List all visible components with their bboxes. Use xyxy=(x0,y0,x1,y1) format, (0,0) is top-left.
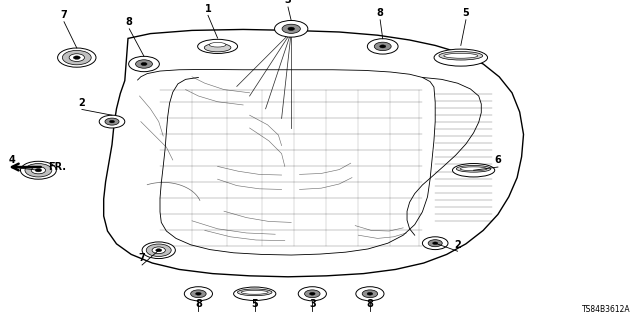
Ellipse shape xyxy=(444,53,478,58)
Circle shape xyxy=(275,20,308,37)
Ellipse shape xyxy=(209,43,226,47)
Circle shape xyxy=(156,249,162,252)
Circle shape xyxy=(58,48,96,67)
Circle shape xyxy=(422,237,448,250)
Text: 3: 3 xyxy=(309,300,316,309)
Circle shape xyxy=(25,164,52,177)
Circle shape xyxy=(428,240,442,247)
Circle shape xyxy=(310,292,315,295)
Text: 5: 5 xyxy=(252,300,258,309)
Circle shape xyxy=(74,56,80,59)
Text: 8: 8 xyxy=(126,17,132,27)
Text: 8: 8 xyxy=(377,8,383,18)
Text: 7: 7 xyxy=(61,10,67,20)
Text: 6: 6 xyxy=(495,156,501,165)
Ellipse shape xyxy=(198,39,237,53)
Text: TS84B3612A: TS84B3612A xyxy=(582,305,630,314)
Circle shape xyxy=(63,51,91,65)
Circle shape xyxy=(69,54,84,61)
Ellipse shape xyxy=(241,291,268,294)
Polygon shape xyxy=(104,29,524,277)
Text: 7: 7 xyxy=(139,253,145,263)
Circle shape xyxy=(367,39,398,54)
Text: 4: 4 xyxy=(8,156,15,165)
Circle shape xyxy=(152,247,165,253)
Ellipse shape xyxy=(237,289,272,296)
Text: 8: 8 xyxy=(367,300,373,309)
Circle shape xyxy=(109,120,115,123)
Circle shape xyxy=(105,118,119,125)
Circle shape xyxy=(35,169,42,172)
Circle shape xyxy=(288,27,294,30)
Circle shape xyxy=(305,290,320,298)
Text: 1: 1 xyxy=(205,4,211,14)
Ellipse shape xyxy=(204,44,231,52)
Circle shape xyxy=(31,167,45,174)
Circle shape xyxy=(142,242,175,259)
Text: FR.: FR. xyxy=(48,162,66,172)
Circle shape xyxy=(99,115,125,128)
Circle shape xyxy=(367,292,372,295)
Circle shape xyxy=(184,287,212,301)
Circle shape xyxy=(380,45,386,48)
Circle shape xyxy=(362,290,378,298)
Circle shape xyxy=(129,56,159,72)
Ellipse shape xyxy=(434,49,488,66)
Circle shape xyxy=(196,292,201,295)
Text: 2: 2 xyxy=(79,98,85,108)
Text: 2: 2 xyxy=(454,240,461,250)
Circle shape xyxy=(20,161,56,179)
Circle shape xyxy=(136,60,152,68)
Circle shape xyxy=(298,287,326,301)
Ellipse shape xyxy=(439,52,483,60)
Ellipse shape xyxy=(456,165,491,172)
Circle shape xyxy=(282,24,300,33)
Text: 5: 5 xyxy=(463,8,469,18)
Circle shape xyxy=(433,242,438,244)
Text: 8: 8 xyxy=(195,300,202,309)
Circle shape xyxy=(141,62,147,66)
Ellipse shape xyxy=(234,287,276,300)
Ellipse shape xyxy=(452,164,495,177)
Text: 3: 3 xyxy=(285,0,291,5)
Circle shape xyxy=(147,244,172,257)
Ellipse shape xyxy=(460,167,487,171)
Circle shape xyxy=(374,42,391,51)
Circle shape xyxy=(191,290,206,298)
Circle shape xyxy=(356,287,384,301)
